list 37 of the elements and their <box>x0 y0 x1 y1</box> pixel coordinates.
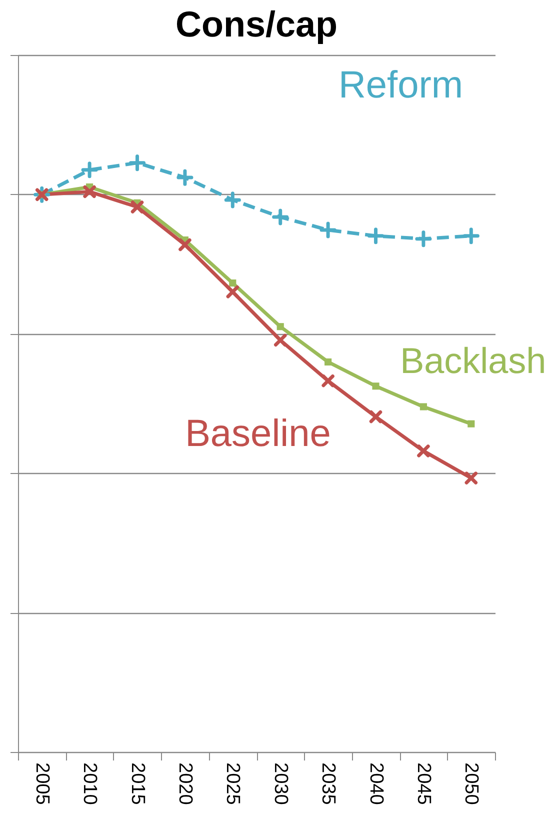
point <box>462 228 480 244</box>
x-tick-label: 2035 <box>318 762 339 805</box>
point <box>464 472 478 484</box>
x-tick-label: 2020 <box>174 762 196 805</box>
point <box>276 323 284 330</box>
point <box>272 208 289 226</box>
x-tick-label: 2015 <box>126 762 148 805</box>
x-tick-label: 2045 <box>412 762 434 805</box>
point <box>176 169 194 186</box>
x-tick-label: 2040 <box>365 762 386 805</box>
text: Reform <box>338 64 464 106</box>
point <box>415 230 432 248</box>
point <box>372 382 380 390</box>
point <box>128 154 146 172</box>
point <box>369 410 382 424</box>
point <box>417 444 430 458</box>
point <box>81 162 98 178</box>
series-label: Baseline <box>185 413 331 456</box>
point <box>320 222 336 238</box>
point <box>367 228 384 244</box>
x-tick-label: 2005 <box>31 762 52 805</box>
point <box>226 285 240 298</box>
point <box>178 238 192 252</box>
x-tick-label: 2025 <box>222 762 244 805</box>
chart-title: Cons/cap <box>175 4 338 44</box>
x-tick-label: 2030 <box>270 762 291 805</box>
point <box>420 403 427 410</box>
point <box>324 358 332 366</box>
point <box>224 192 241 208</box>
point <box>130 200 144 214</box>
point <box>468 420 475 428</box>
point <box>83 185 96 198</box>
x-tick-label: 2050 <box>460 762 482 805</box>
point <box>229 279 236 287</box>
point <box>322 374 334 388</box>
x-tick-label: 2010 <box>79 762 100 805</box>
series-label: Backlash <box>400 340 546 381</box>
